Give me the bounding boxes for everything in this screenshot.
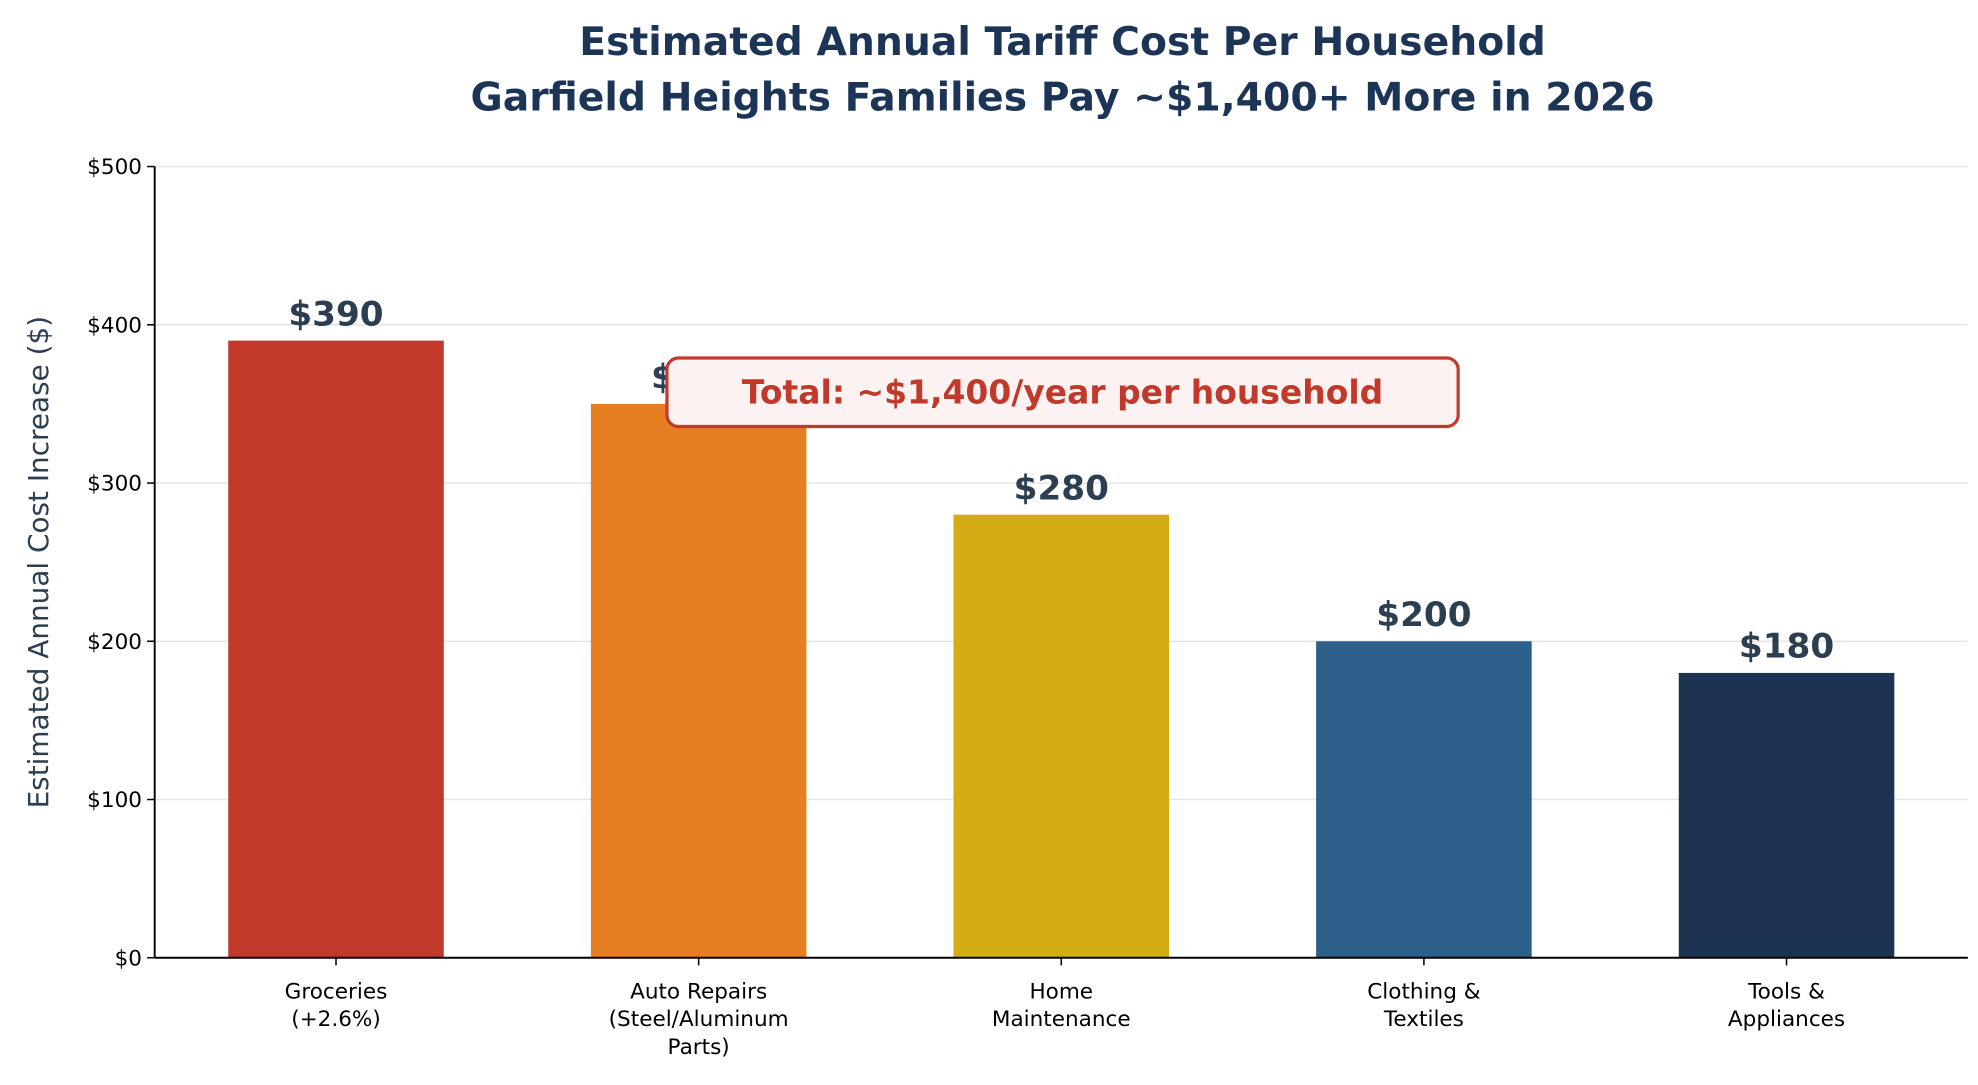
bar (590, 403, 807, 958)
total-annotation: Total: ~$1,400/year per household (665, 356, 1460, 429)
x-tick-label: Parts) (668, 1035, 730, 1060)
y-tick-label: $500 (87, 155, 142, 180)
y-tick-label: $200 (87, 630, 142, 655)
x-tick-label: (+2.6%) (291, 1007, 381, 1032)
x-tick-label: Home (1029, 979, 1093, 1004)
y-axis-label: Estimated Annual Cost Increase ($) (22, 316, 55, 809)
x-tick-label: Appliances (1728, 1007, 1845, 1032)
annotation-box (665, 356, 1460, 429)
x-tick-label: Auto Repairs (630, 979, 767, 1004)
bar (228, 340, 444, 958)
bar (953, 514, 1170, 958)
y-tick-label: $300 (87, 472, 142, 497)
data-label: $390 (288, 294, 383, 334)
x-tick-label: Tools & (1747, 979, 1825, 1004)
data-label: $180 (1739, 627, 1834, 667)
bar (1678, 672, 1895, 958)
bars (228, 340, 1895, 958)
annotation-text: Total: ~$1,400/year per household (742, 373, 1383, 412)
x-tick-label: Textiles (1383, 1007, 1464, 1032)
y-tick-label: $400 (87, 313, 142, 338)
data-label: $200 (1376, 595, 1471, 635)
data-label: $280 (1014, 468, 1109, 508)
x-tick-label: Groceries (285, 979, 388, 1004)
bar (1316, 641, 1532, 958)
chart-subtitle: Garfield Heights Families Pay ~$1,400+ M… (470, 76, 1654, 121)
x-tick-label: Clothing & (1367, 979, 1480, 1004)
axes: $0 $100 $200 $300 $400 $500 Groceries (+2.6%) Au… (87, 155, 1968, 1060)
x-tick-label: (Steel/Aluminum (609, 1007, 789, 1032)
gridlines (154, 165, 1968, 801)
y-tick-label: $100 (87, 788, 142, 813)
chart-title: Estimated Annual Tariff Cost Per Househo… (579, 20, 1546, 65)
y-tick-label: $0 (115, 946, 142, 971)
x-tick-label: Maintenance (992, 1007, 1131, 1032)
